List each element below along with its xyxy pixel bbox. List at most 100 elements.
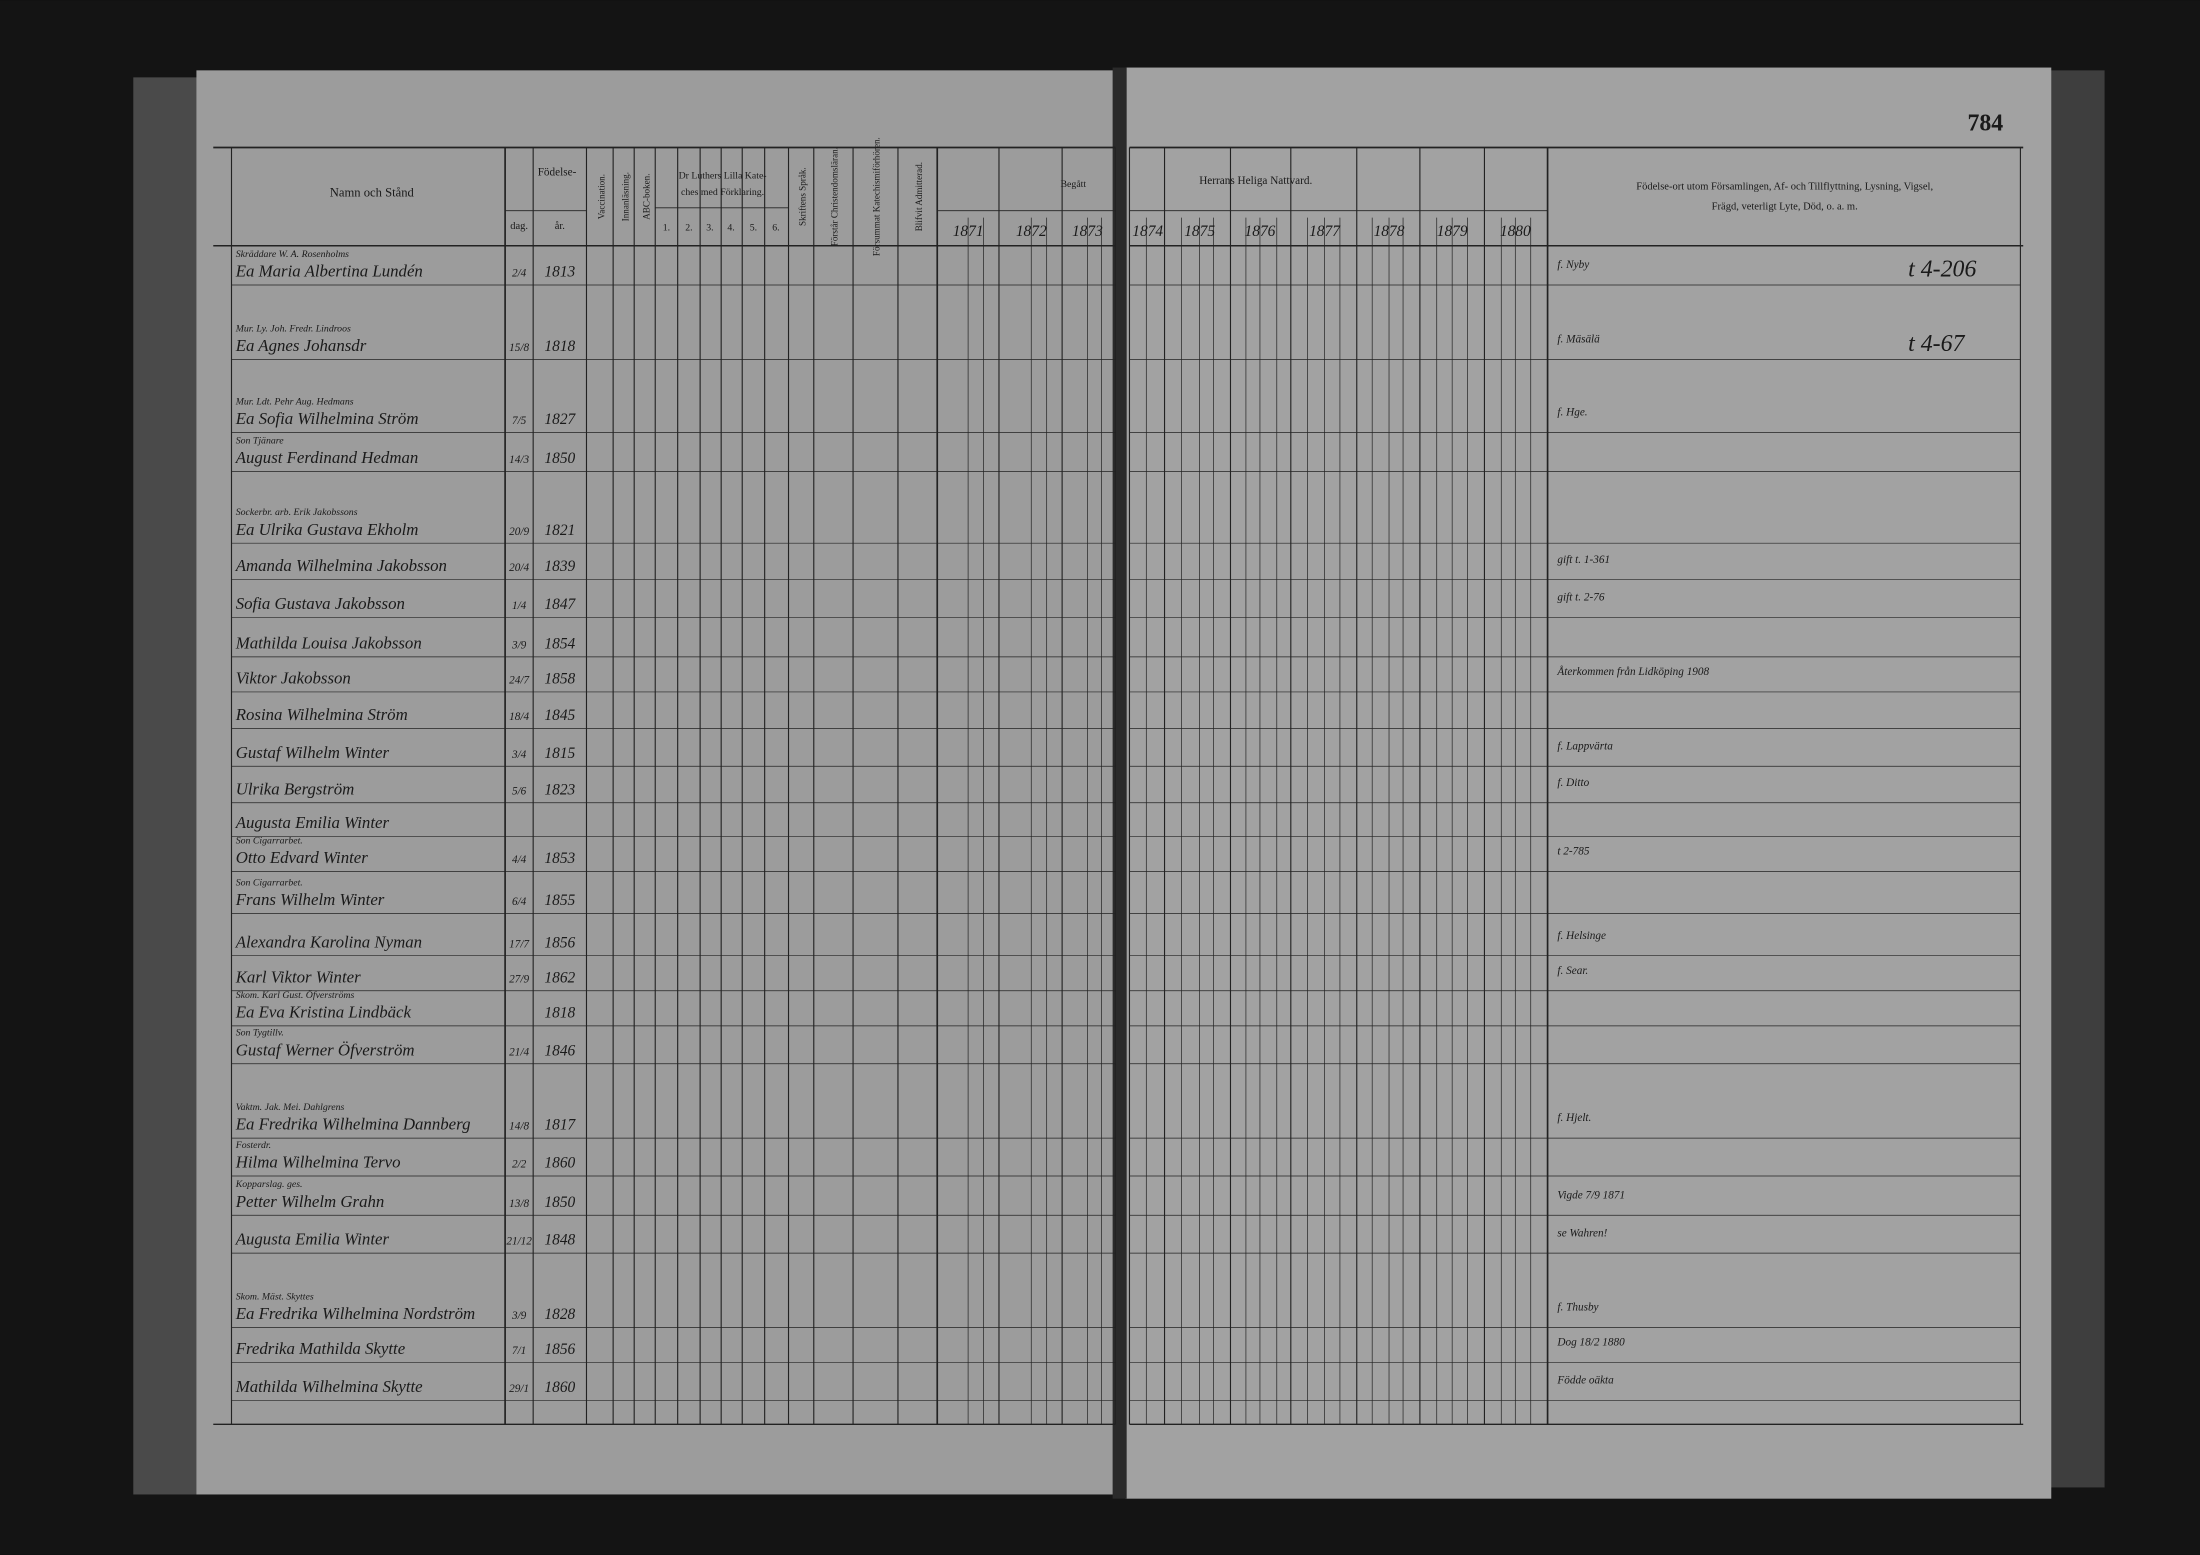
year-header: 1879 [1437,223,1468,240]
row-title: Mur. Ldt. Pehr Aug. Hedmans [235,396,354,407]
birth-day: 7/5 [512,415,527,427]
birth-year: 1817 [544,1117,576,1134]
remark-note: Födde oäkta [1556,1375,1614,1387]
birth-day: 4/4 [512,854,527,866]
birth-year: 1848 [544,1232,575,1249]
person-name: August Ferdinand Hedman [235,448,419,467]
birth-day: 3/9 [511,1310,527,1322]
birth-year: 1856 [544,1341,575,1358]
column-header: 2. [685,222,692,233]
column-header: Vaccination. [597,174,607,219]
remark-note: Vigde 7/9 1871 [1557,1189,1625,1201]
column-header: Försummat Katechismiförhören. [872,137,882,256]
column-header: Födelse-ort utom Församlingen, Af- och T… [1636,182,1933,193]
row-title: Skom. Mäst. Skyttes [236,1291,314,1302]
birth-day: 3/4 [511,749,527,761]
birth-day: 6/4 [512,896,527,908]
person-name: Petter Wilhelm Grahn [235,1192,385,1211]
year-header: 1877 [1309,223,1341,240]
birth-day: 20/4 [509,562,529,574]
person-name: Mathilda Louisa Jakobsson [235,633,422,652]
person-name: Ea Eva Kristina Lindbäck [235,1002,412,1021]
birth-day: 2/4 [512,268,527,280]
birth-day: 21/4 [509,1046,529,1058]
row-title: Son Tjänare [236,436,285,447]
person-name: Frans Wilhelm Winter [235,890,385,909]
row-title: Sockerbr. arb. Erik Jakobssons [236,507,358,518]
birth-day: 24/7 [509,674,529,686]
birth-year: 1858 [544,670,575,687]
row-title: Son Cigarrarbet. [236,878,303,889]
person-name: Augusta Emilia Winter [235,813,390,832]
birth-year: 1818 [544,338,575,355]
row-title: Mur. Ly. Joh. Fredr. Lindroos [235,323,351,334]
right-page [1125,67,2052,1499]
birth-year: 1813 [544,264,575,281]
column-header: Namn och Stånd [330,186,415,200]
remark-note: f. Ditto [1557,777,1589,789]
person-name: Augusta Emilia Winter [235,1230,390,1249]
person-name: Ea Sofia Wilhelmina Ström [235,409,419,428]
person-name: Ea Fredrika Wilhelmina Dannberg [235,1115,471,1134]
birth-day: 17/7 [509,938,529,950]
book-edge-right [2041,70,2105,1488]
remark-ref: t 4-67 [1908,331,1965,357]
remark-note: Återkommen från Lidköping 1908 [1556,666,1709,678]
birth-year: 1828 [544,1306,575,1323]
birth-year: 1850 [544,1194,575,1211]
birth-day: 14/3 [509,454,529,466]
row-title: Skräddare W. A. Rosenholms [236,249,349,260]
row-title: Fosterdr. [235,1140,271,1151]
birth-year: 1862 [544,969,575,986]
column-header: Frägd, veterligt Lyte, Död, o. a. m. [1712,201,1858,212]
remark-note: f. Nyby [1557,259,1589,271]
birth-day: 5/6 [512,785,527,797]
year-header: 1875 [1184,223,1215,240]
person-name: Amanda Wilhelmina Jakobsson [235,556,447,575]
column-header: Begått [1061,179,1087,190]
birth-day: 3/9 [511,639,527,651]
person-name: Hilma Wilhelmina Tervo [235,1153,401,1172]
birth-year: 1818 [544,1004,575,1021]
column-header: Herrans Heliga Nattvard. [1199,175,1312,187]
person-name: Otto Edvard Winter [236,848,369,867]
row-title: Kopparslag. ges. [235,1179,303,1190]
birth-year: 1860 [544,1379,575,1396]
column-header: år. [555,221,565,232]
remark-note: f. Helsinge [1557,930,1606,942]
column-header: ABC-boken. [642,173,652,219]
birth-day: 7/1 [512,1345,526,1357]
person-name: Rosina Wilhelmina Ström [235,705,408,724]
year-header: 1871 [953,223,984,240]
gutter [1112,67,1127,1499]
column-header: dag. [510,221,528,232]
column-header: Födelse- [538,167,577,179]
birth-day: 1/4 [512,600,527,612]
column-header: Dr Luthers Lilla Kate- [679,170,767,181]
birth-year: 1821 [544,522,575,539]
person-name: Viktor Jakobsson [236,668,351,687]
person-name: Ea Agnes Johansdr [235,336,367,355]
birth-day: 2/2 [512,1159,527,1171]
remark-ref: t 4-206 [1908,257,1976,283]
remark-note: f. Hge. [1557,407,1587,419]
remark-note: t 2-785 [1557,846,1589,858]
person-name: Ulrika Bergström [236,779,355,798]
birth-year: 1846 [544,1042,575,1059]
birth-day: 15/8 [509,342,529,354]
year-header: 1873 [1072,223,1103,240]
column-header: Innanläsning. [621,172,631,221]
birth-day: 29/1 [509,1383,529,1395]
remark-note: se Wahren! [1557,1227,1607,1239]
person-name: Sofia Gustava Jakobsson [236,594,405,613]
birth-day: 21/12 [506,1236,532,1248]
remark-note: gift t. 1-361 [1557,554,1610,566]
remark-note: Dog 18/2 1880 [1556,1337,1625,1349]
birth-year: 1845 [544,707,575,724]
left-page [196,70,1116,1495]
year-header: 1874 [1132,223,1163,240]
page-number: 784 [1967,111,2003,137]
person-name: Karl Viktor Winter [235,967,361,986]
birth-day: 14/8 [509,1121,529,1133]
